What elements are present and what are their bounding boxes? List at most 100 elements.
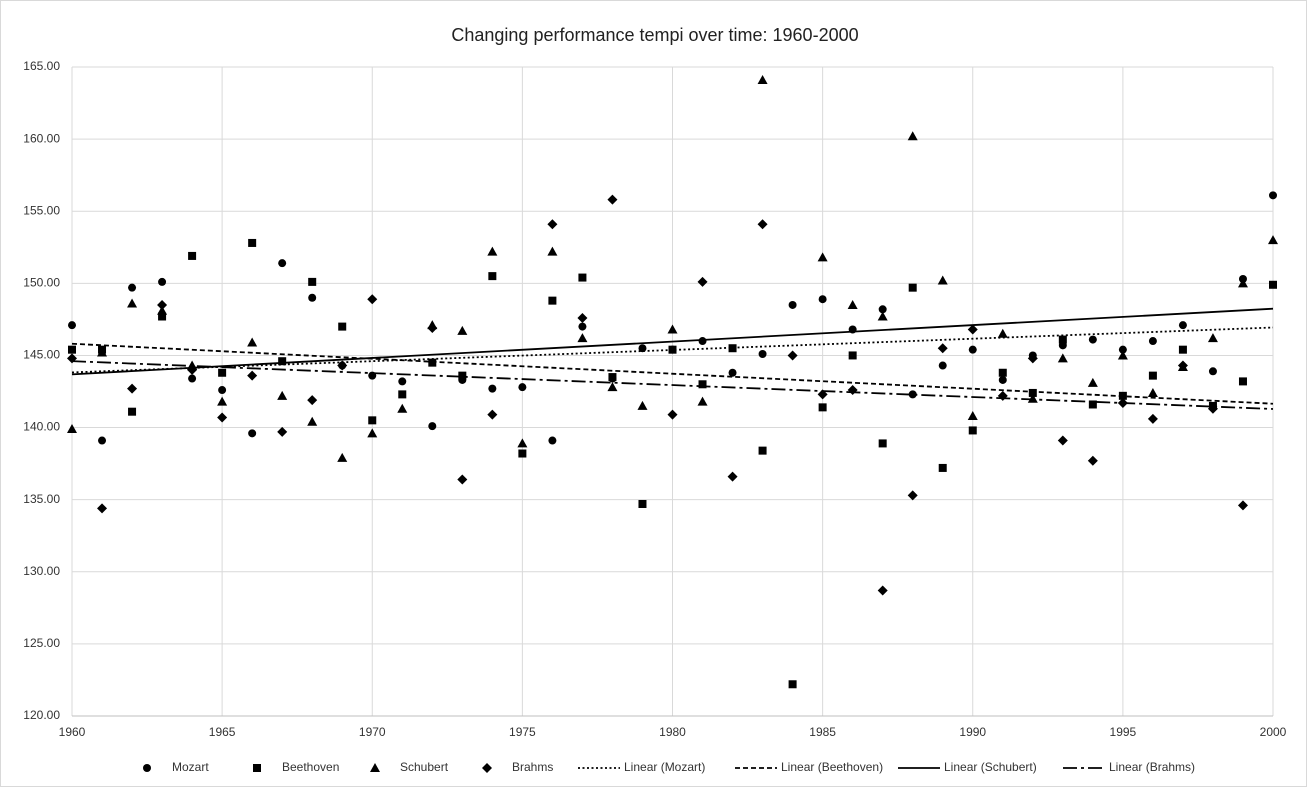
marker-diamond xyxy=(697,276,708,287)
x-tick-label: 1965 xyxy=(209,725,236,739)
y-tick-label: 125.00 xyxy=(23,636,60,650)
legend-label: Linear (Schubert) xyxy=(944,760,1037,774)
marker-square xyxy=(253,764,261,772)
marker-square xyxy=(1058,335,1067,344)
legend-label: Linear (Brahms) xyxy=(1109,760,1195,774)
marker-triangle xyxy=(1268,235,1278,245)
marker-square xyxy=(1028,388,1037,397)
y-tick-label: 150.00 xyxy=(23,276,60,290)
marker-square xyxy=(428,358,437,367)
marker-circle xyxy=(488,384,497,393)
marker-circle xyxy=(1148,337,1157,346)
marker-diamond xyxy=(967,324,978,335)
marker-square xyxy=(878,439,887,448)
x-tick-label: 1985 xyxy=(809,725,836,739)
marker-diamond xyxy=(907,490,918,501)
marker-square xyxy=(1178,345,1187,354)
marker-diamond xyxy=(877,585,888,596)
marker-triangle xyxy=(97,347,108,357)
marker-triangle xyxy=(817,252,828,262)
marker-circle xyxy=(788,300,797,309)
marker-square xyxy=(1238,377,1247,386)
marker-square xyxy=(758,446,767,455)
marker-circle xyxy=(128,283,137,292)
marker-circle xyxy=(698,337,707,346)
legend-label: Schubert xyxy=(400,760,449,774)
legend-label: Mozart xyxy=(172,760,209,774)
marker-triangle xyxy=(1207,333,1218,343)
marker-circle xyxy=(518,383,527,392)
marker-diamond xyxy=(787,350,798,361)
marker-square xyxy=(728,344,737,353)
marker-triangle xyxy=(667,324,678,334)
marker-diamond xyxy=(367,294,378,305)
marker-triangle xyxy=(1237,278,1248,288)
marker-circle xyxy=(728,368,737,377)
legend-label: Linear (Mozart) xyxy=(624,760,705,774)
marker-triangle xyxy=(637,400,648,410)
marker-square xyxy=(188,251,197,260)
y-tick-label: 130.00 xyxy=(23,564,60,578)
marker-circle xyxy=(998,375,1007,384)
marker-triangle xyxy=(517,438,528,448)
marker-circle xyxy=(908,390,917,399)
marker-square xyxy=(698,380,707,389)
marker-circle xyxy=(1178,321,1187,330)
marker-circle xyxy=(398,377,407,386)
marker-circle xyxy=(578,322,587,331)
marker-triangle xyxy=(487,246,498,256)
marker-diamond xyxy=(1027,353,1038,364)
marker-triangle xyxy=(1087,377,1098,387)
marker-circle xyxy=(1088,335,1097,344)
marker-circle xyxy=(428,422,437,431)
marker-square xyxy=(608,373,617,382)
marker-square xyxy=(488,272,497,281)
marker-diamond xyxy=(1057,435,1068,446)
marker-triangle xyxy=(907,131,918,141)
marker-triangle xyxy=(157,305,168,315)
marker-diamond xyxy=(157,299,168,310)
marker-diamond xyxy=(1087,455,1098,466)
marker-square xyxy=(548,296,557,305)
y-tick-label: 145.00 xyxy=(23,348,60,362)
marker-triangle xyxy=(370,763,380,772)
y-tick-label: 120.00 xyxy=(23,708,60,722)
marker-square xyxy=(818,403,827,412)
marker-triangle xyxy=(877,311,888,321)
marker-triangle xyxy=(1117,350,1128,360)
marker-triangle xyxy=(367,428,378,438)
x-tick-label: 2000 xyxy=(1260,725,1287,739)
marker-triangle xyxy=(217,396,228,406)
marker-diamond xyxy=(607,194,618,205)
marker-triangle xyxy=(997,328,1008,338)
marker-circle xyxy=(938,361,947,370)
chart-title: Changing performance tempi over time: 19… xyxy=(451,25,858,45)
marker-circle xyxy=(98,436,107,445)
y-tick-label: 160.00 xyxy=(23,131,60,145)
marker-triangle xyxy=(457,325,468,335)
marker-triangle xyxy=(577,333,588,343)
marker-circle xyxy=(158,277,167,286)
marker-diamond xyxy=(127,383,138,394)
marker-square xyxy=(848,351,857,360)
marker-square xyxy=(938,463,947,472)
marker-square xyxy=(578,273,587,282)
marker-square xyxy=(638,499,647,508)
marker-diamond xyxy=(487,409,498,420)
x-tick-label: 1995 xyxy=(1110,725,1137,739)
marker-triangle xyxy=(247,337,258,347)
marker-square xyxy=(1269,280,1277,289)
marker-triangle xyxy=(307,416,318,426)
marker-diamond xyxy=(1147,413,1158,424)
marker-circle xyxy=(248,429,257,438)
marker-circle xyxy=(308,293,317,302)
x-tick-label: 1980 xyxy=(659,725,686,739)
y-tick-label: 155.00 xyxy=(23,203,60,217)
marker-diamond xyxy=(1177,360,1188,371)
marker-square xyxy=(1148,371,1157,380)
marker-diamond xyxy=(577,312,588,323)
marker-diamond xyxy=(667,409,678,420)
legend-label: Beethoven xyxy=(282,760,339,774)
